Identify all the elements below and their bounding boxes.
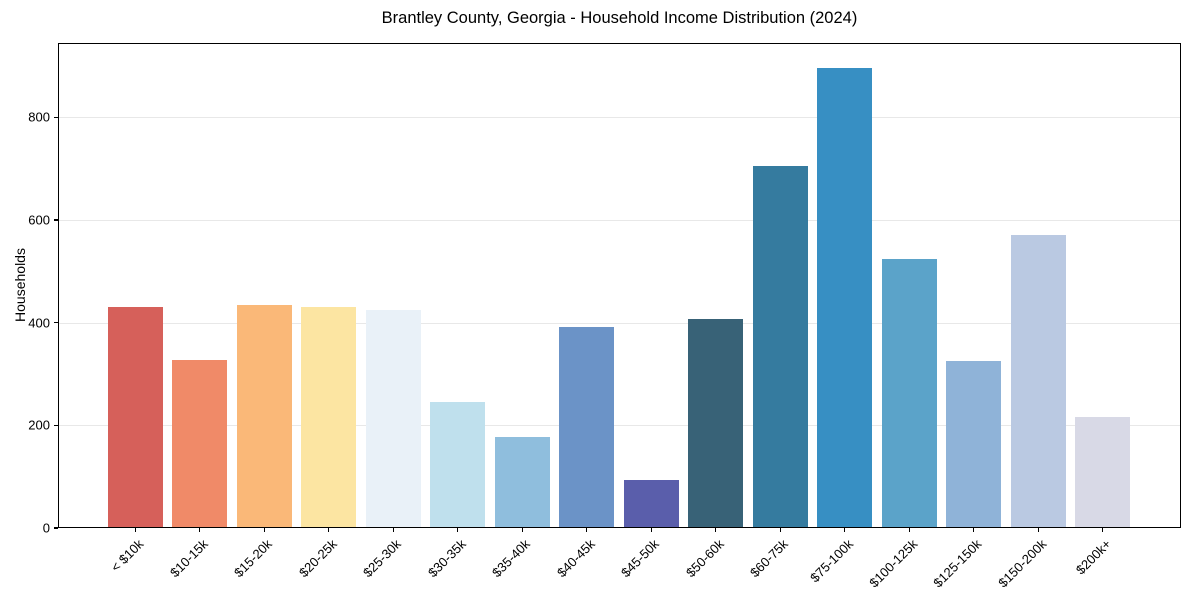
x-tick-mark-3 bbox=[328, 528, 330, 532]
bar-40-45k bbox=[559, 326, 615, 528]
x-tick-label-13: $125-150k bbox=[930, 536, 985, 590]
x-tick-mark-8 bbox=[650, 528, 652, 532]
bar-60-75k bbox=[752, 165, 808, 528]
bar-125-150k bbox=[946, 360, 1002, 528]
y-tick-label-800: 800 bbox=[28, 109, 50, 125]
bar-200k+ bbox=[1075, 417, 1131, 528]
x-tick-label-5: $30-35k bbox=[424, 536, 469, 581]
bar-15-20k bbox=[236, 305, 292, 528]
x-tick-label-7: $40-45k bbox=[553, 536, 598, 581]
x-tick-mark-6 bbox=[521, 528, 523, 532]
gridline-200 bbox=[58, 425, 1181, 427]
bar-20-25k bbox=[301, 306, 357, 528]
x-tick-label-14: $150-200k bbox=[995, 536, 1050, 590]
x-tick-mark-11 bbox=[844, 528, 846, 532]
y-tick-mark-800 bbox=[54, 116, 58, 119]
x-tick-label-9: $50-60k bbox=[682, 536, 727, 581]
y-tick-label-0: 0 bbox=[42, 520, 50, 536]
y-tick-mark-200 bbox=[54, 424, 58, 426]
bar-45-50k bbox=[623, 479, 679, 528]
y-tick-mark-400 bbox=[54, 322, 58, 324]
gridline-600 bbox=[58, 220, 1181, 222]
x-tick-label-8: $45-50k bbox=[618, 536, 663, 581]
x-tick-mark-0 bbox=[134, 528, 136, 532]
x-tick-label-10: $60-75k bbox=[747, 536, 792, 581]
plot-area bbox=[58, 43, 1181, 528]
x-tick-label-4: $25-30k bbox=[360, 536, 405, 581]
x-tick-mark-1 bbox=[199, 528, 201, 532]
x-tick-mark-9 bbox=[715, 528, 717, 532]
x-tick-mark-13 bbox=[973, 528, 975, 532]
x-tick-label-12: $100-125k bbox=[866, 536, 921, 590]
x-tick-mark-10 bbox=[779, 528, 781, 532]
y-tick-label-200: 200 bbox=[28, 417, 50, 433]
bar-25-30k bbox=[365, 309, 421, 528]
x-tick-mark-7 bbox=[586, 528, 588, 532]
x-tick-label-0: < $10k bbox=[107, 536, 147, 575]
bar-50-60k bbox=[688, 318, 744, 528]
x-tick-label-15: $200k+ bbox=[1072, 536, 1114, 578]
y-tick-mark-600 bbox=[54, 219, 58, 221]
gridline-800 bbox=[58, 117, 1181, 119]
bar-10k bbox=[107, 307, 163, 528]
x-tick-mark-14 bbox=[1037, 528, 1039, 532]
x-tick-label-2: $15-20k bbox=[231, 536, 276, 581]
bar-150-200k bbox=[1010, 235, 1066, 528]
y-tick-label-400: 400 bbox=[28, 315, 50, 331]
x-tick-mark-4 bbox=[392, 528, 394, 532]
gridline-400 bbox=[58, 322, 1181, 324]
x-tick-label-11: $75-100k bbox=[806, 536, 856, 586]
x-tick-mark-2 bbox=[263, 528, 265, 532]
x-tick-mark-5 bbox=[457, 528, 459, 532]
bar-100-125k bbox=[881, 259, 937, 528]
x-tick-mark-15 bbox=[1102, 528, 1104, 532]
bar-10-15k bbox=[172, 360, 228, 528]
x-tick-label-6: $35-40k bbox=[489, 536, 534, 581]
bar-35-40k bbox=[494, 437, 550, 528]
x-tick-label-3: $20-25k bbox=[295, 536, 340, 581]
y-axis-label: Households bbox=[12, 248, 28, 322]
bar-75-100k bbox=[817, 67, 873, 528]
bar-30-35k bbox=[430, 401, 486, 528]
x-tick-mark-12 bbox=[908, 528, 910, 532]
y-tick-label-600: 600 bbox=[28, 212, 50, 228]
x-tick-label-1: $10-15k bbox=[166, 536, 211, 581]
chart-title: Brantley County, Georgia - Household Inc… bbox=[381, 9, 858, 27]
y-tick-mark-0 bbox=[54, 527, 58, 529]
